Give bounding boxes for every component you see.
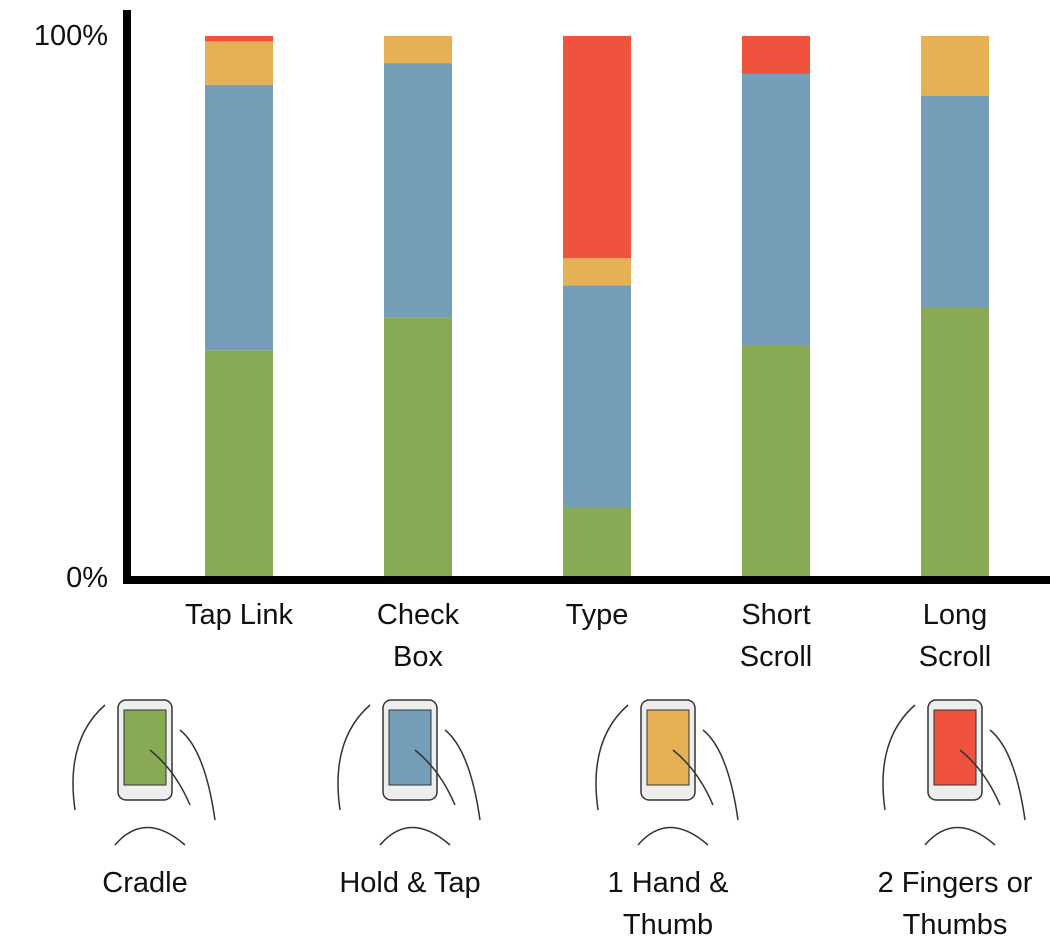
hand-outline: [337, 704, 481, 846]
legend-label: Cradle: [102, 867, 188, 899]
legend-swatch: [646, 709, 690, 786]
bar-segment: [742, 344, 810, 578]
finger: [959, 749, 1001, 806]
legend-label: 1 Hand & Thumb: [607, 867, 729, 937]
legend-label: 2 Fingers or Thumbs: [877, 867, 1033, 937]
bar-segment: [921, 307, 989, 578]
x-tick-label: Type: [565, 599, 629, 631]
bar-segment: [742, 73, 810, 345]
legend-label: Hold & Tap: [339, 867, 481, 899]
hand-outline: [882, 704, 1026, 846]
bar-segment: [742, 36, 810, 74]
x-tick-label: Short Scroll: [739, 599, 813, 673]
bar-segment: [384, 36, 452, 64]
y-tick-label: 100%: [33, 20, 108, 52]
legend-swatch: [388, 709, 432, 786]
bar-segment: [563, 36, 631, 259]
bar-segment: [205, 350, 273, 578]
y-tick-label: 0%: [66, 562, 108, 594]
bar-segment: [563, 507, 631, 578]
x-tick-label: Long Scroll: [918, 599, 992, 673]
legend-swatch: [933, 709, 977, 786]
bar-segment: [921, 95, 989, 308]
x-tick-label: Check Box: [376, 599, 460, 673]
bar-segment: [205, 84, 273, 351]
hand-outline: [595, 704, 739, 846]
bar-segment: [205, 36, 273, 42]
bar-segment: [384, 63, 452, 318]
hand-outline: [72, 704, 216, 846]
bar-segment: [563, 285, 631, 508]
finger: [149, 749, 191, 806]
legend-swatch: [123, 709, 167, 786]
bar-segment: [384, 317, 452, 578]
finger: [672, 749, 714, 806]
x-tick-label: Tap Link: [184, 599, 293, 631]
bar-segment: [563, 258, 631, 286]
bar-segment: [921, 36, 989, 96]
finger: [414, 749, 456, 806]
bar-segment: [205, 41, 273, 85]
